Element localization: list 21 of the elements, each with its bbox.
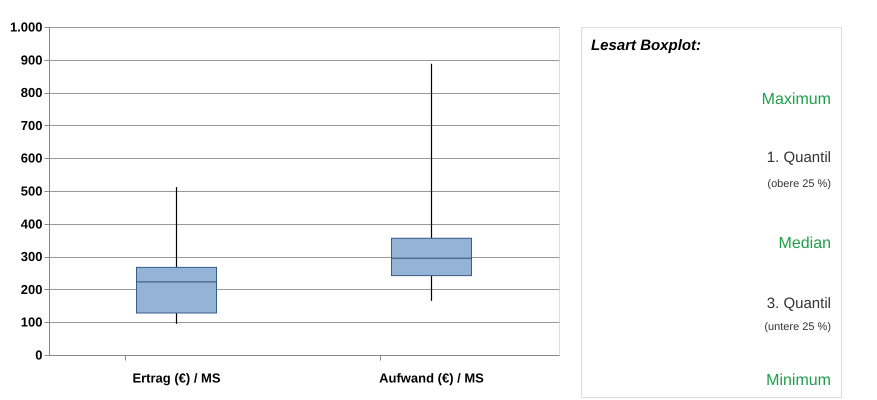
x-tick-label: Ertrag (€) / MS (132, 370, 221, 386)
text: Minimum (766, 372, 831, 389)
text: (untere 25 %) (764, 321, 831, 333)
y-tick-label: 200 (20, 282, 42, 297)
text: Lesart Boxplot: (591, 37, 702, 54)
y-tick-label: 300 (20, 249, 42, 264)
y-tick-label: 900 (20, 52, 42, 68)
y-tick-label: 100 (20, 314, 42, 330)
y-tick-label: 1.000 (10, 20, 42, 34)
text: Median (778, 235, 831, 252)
y-tick-label: 500 (20, 184, 42, 198)
y-tick-label: 800 (20, 85, 42, 100)
text: Maximum (762, 91, 831, 108)
y-tick-label: 400 (20, 216, 42, 232)
text: 1. Quantil (766, 149, 831, 166)
x-tick-label: Aufwand (€) / MS (379, 370, 484, 386)
y-tick-label: 0 (35, 348, 42, 362)
text: 3. Quantil (766, 295, 831, 312)
text: (obere 25 %) (767, 178, 831, 190)
y-tick-label: 600 (20, 150, 42, 166)
y-tick-label: 700 (20, 118, 42, 133)
